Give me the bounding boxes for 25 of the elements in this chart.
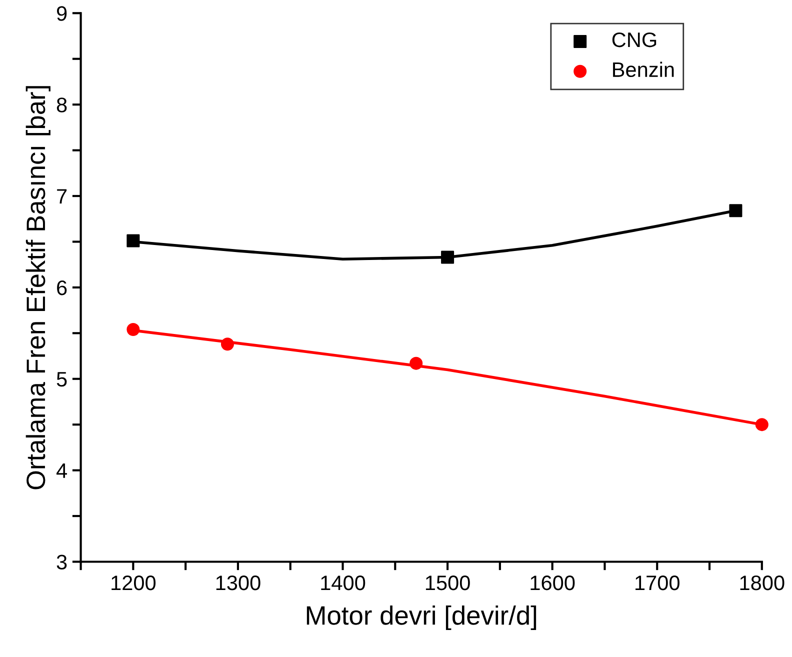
point: [410, 356, 423, 370]
x-tick-label: 1400: [321, 575, 366, 590]
x-tick-label: 1300: [216, 575, 260, 590]
y-tick-label: 7: [57, 189, 67, 204]
point: [126, 234, 140, 248]
y-tick-label: 9: [56, 6, 67, 21]
point: [729, 204, 742, 218]
legend-label: Benzin: [613, 62, 674, 78]
y-tick-label: 6: [57, 280, 67, 296]
y-tick-label: 5: [56, 372, 67, 387]
x-tick-label: 1700: [636, 575, 680, 590]
x-axis-title: Motor devri [devir/d]: [306, 605, 536, 630]
point: [441, 250, 454, 264]
y-tick-label: 3: [56, 554, 67, 570]
point: [126, 322, 140, 336]
x-tick-label: 1800: [740, 575, 784, 590]
x-tick-label: 1600: [530, 575, 575, 590]
point: [755, 418, 768, 432]
y-axis-title: Ortalama Fren Efektif Basıncı [bar]: [26, 86, 50, 490]
x-tick-label: 1500: [426, 575, 470, 590]
legend-label: CNG: [612, 32, 656, 48]
y-tick-label: 8: [56, 98, 67, 112]
point: [220, 338, 234, 351]
y-tick-label: 4: [56, 464, 67, 478]
x-tick-label: 1200: [112, 575, 156, 590]
